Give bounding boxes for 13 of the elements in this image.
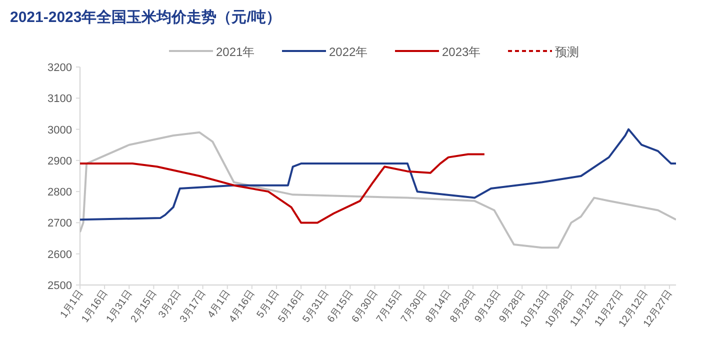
y-tick-label: 2900 — [48, 155, 72, 168]
y-tick-label: 2800 — [48, 186, 72, 199]
y-tick-label: 3000 — [48, 124, 72, 136]
y-tick-label: 2600 — [48, 248, 72, 261]
legend-label: 2022年 — [329, 45, 368, 59]
y-tick-label: 2500 — [48, 280, 72, 292]
legend-label: 2021年 — [216, 45, 255, 59]
legend-label: 2023年 — [442, 45, 481, 59]
y-tick-label: 3200 — [48, 62, 72, 74]
title: 2021-2023年全国玉米均价走势（元/吨） — [10, 9, 281, 26]
y-tick-label: 3100 — [48, 93, 72, 106]
legend-label: 预测 — [555, 45, 579, 59]
y-tick-label: 2700 — [48, 218, 72, 230]
